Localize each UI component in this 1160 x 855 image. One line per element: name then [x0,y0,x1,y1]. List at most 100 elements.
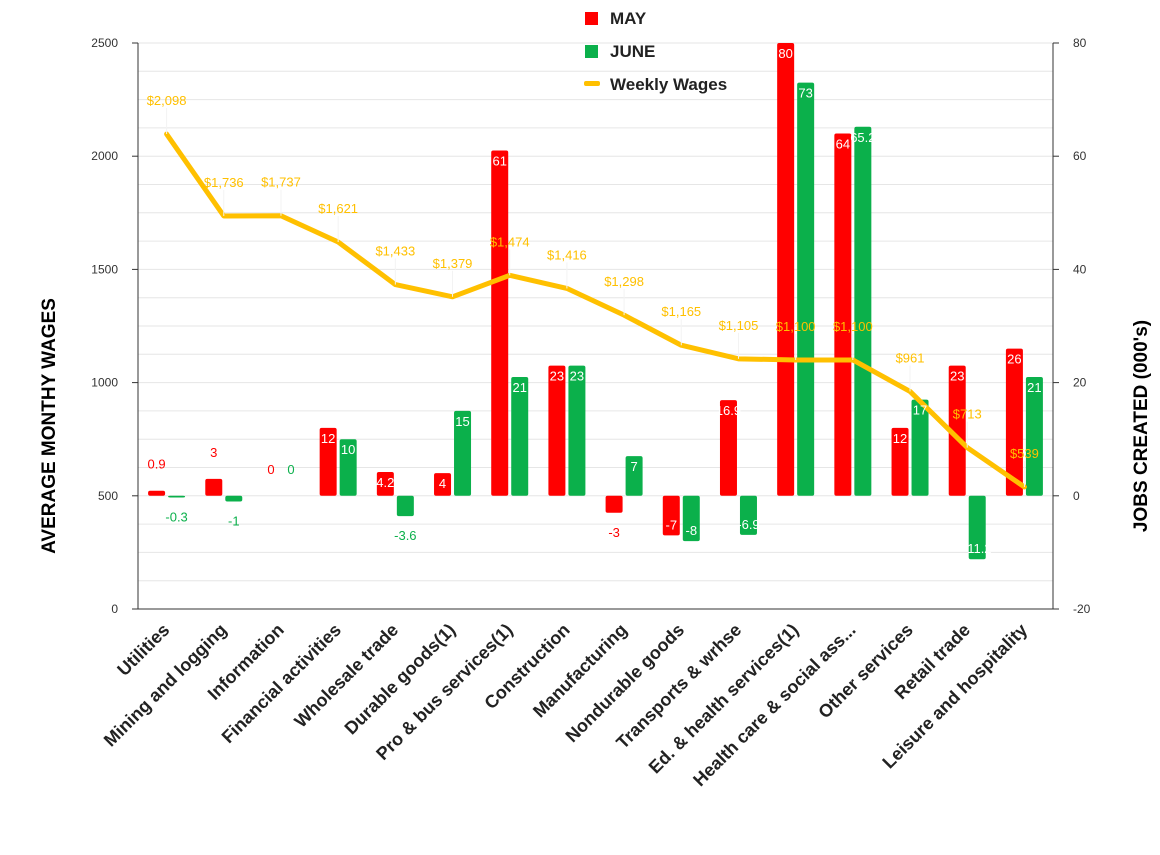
june-bar [511,376,529,496]
june-bar [396,495,414,517]
may-data-label: 0 [267,462,274,477]
may-data-label: 0.9 [148,457,166,472]
june-data-label: -3.6 [394,528,416,543]
wage-data-label: $539 [1010,446,1039,461]
wage-data-label: $1,433 [375,244,415,259]
legend: MAY JUNE Weekly Wages [584,9,727,94]
wage-data-label: $1,298 [604,274,644,289]
june-data-label: -6.9 [737,517,759,532]
june-data-label: 23 [570,369,584,384]
june-data-label: 21 [1027,380,1041,395]
y-tick-label: 1000 [91,376,118,390]
june-data-label: 21 [512,380,526,395]
june-legend-label: JUNE [610,42,655,61]
june-bar [225,495,243,502]
may-data-label: 23 [550,369,564,384]
may-bar [834,133,852,496]
wage-data-label: $713 [953,407,982,422]
y-tick-label: 500 [98,489,118,503]
june-legend-swatch [585,45,598,58]
may-data-label: 80 [778,46,792,61]
june-bar [339,439,357,496]
y-tick-label: 0 [111,602,118,616]
may-bar [662,495,680,536]
wage-data-label: $1,165 [661,304,701,319]
june-bar [797,82,815,496]
wage-data-label: $1,737 [261,175,301,190]
may-data-label: 12 [321,431,335,446]
wage-data-label: $1,474 [490,234,530,249]
june-bar [854,126,872,496]
may-bar [948,365,966,496]
june-data-label: 65.2 [850,130,875,145]
june-bar [739,495,757,535]
may-data-label: 4.2 [376,475,394,490]
wage-data-label: $1,100 [833,319,873,334]
may-bar [548,365,566,496]
wage-data-label: $1,100 [776,319,816,334]
wage-data-label: $1,379 [433,256,473,271]
may-legend-label: MAY [610,9,647,28]
june-bar [568,365,586,496]
june-data-label: 15 [455,414,469,429]
june-bar [911,399,929,496]
may-bar [891,427,909,496]
june-data-label: 0 [287,462,294,477]
weekly-wages-line [164,131,1027,490]
may-data-label: 26 [1007,352,1021,367]
y-tick-label: 2000 [91,149,118,163]
may-data-label: -7 [666,517,678,532]
june-data-label: 17 [913,403,927,418]
y2-axis-title: JOBS CREATED (000's) [1131,320,1152,532]
june-bar [682,495,700,542]
wage-data-label: $1,105 [719,318,759,333]
axes: 05001000150020002500-20020406080Utilitie… [91,36,1090,790]
june-bar [454,410,472,496]
june-bar [168,495,186,498]
y2-tick-label: 60 [1073,149,1087,163]
wage-data-label: $961 [896,350,925,365]
y-tick-label: 1500 [91,262,118,276]
wage-legend-label: Weekly Wages [610,75,727,94]
y2-tick-label: 0 [1073,489,1080,503]
may-data-label: 4 [439,476,446,491]
y-axis-title: AVERAGE MONTHY WAGES [39,298,60,554]
june-bar [1025,376,1043,496]
x-tick-label: Wholesale trade [290,620,402,732]
may-data-label: 61 [492,154,506,169]
wage-data-label: $1,621 [318,201,358,216]
june-data-label: 10 [341,442,355,457]
x-tick-label: Durable goods(1) [341,620,460,739]
may-legend-swatch [585,12,598,25]
wage-data-label: $2,098 [147,93,187,108]
y2-tick-label: 20 [1073,376,1087,390]
may-bar [719,400,737,496]
may-bar [491,150,509,496]
may-bar [205,478,223,496]
wage-data-label: $1,416 [547,247,587,262]
june-data-label: -0.3 [165,509,187,524]
may-data-label: 16.9 [716,403,741,418]
june-data-label: 7 [630,459,637,474]
may-data-label: 23 [950,369,964,384]
y2-tick-label: 80 [1073,36,1087,50]
data-labels: 0.9 3 0 12 4.2 4 61 23 -3 -7 16.9 80 64 12 23 26 -0.3 -1 0… [147,46,1042,556]
june-bar [625,456,643,496]
may-bar [376,472,394,496]
june-bar [968,495,986,560]
may-bar [434,473,452,496]
may-bar [777,43,795,496]
wage-data-label: $1,736 [204,175,244,190]
may-bar [1005,348,1023,496]
may-data-label: 64 [836,137,850,152]
wage-legend-swatch [584,81,600,86]
june-data-label: -11.2 [963,541,992,556]
may-data-label: -3 [608,525,620,540]
grid [138,42,1053,582]
y-tick-label: 2500 [91,36,118,50]
june-data-label: 73 [798,86,812,101]
june-data-label: -8 [686,523,698,538]
june-data-label: -1 [228,513,240,528]
may-data-label: 3 [210,445,217,460]
